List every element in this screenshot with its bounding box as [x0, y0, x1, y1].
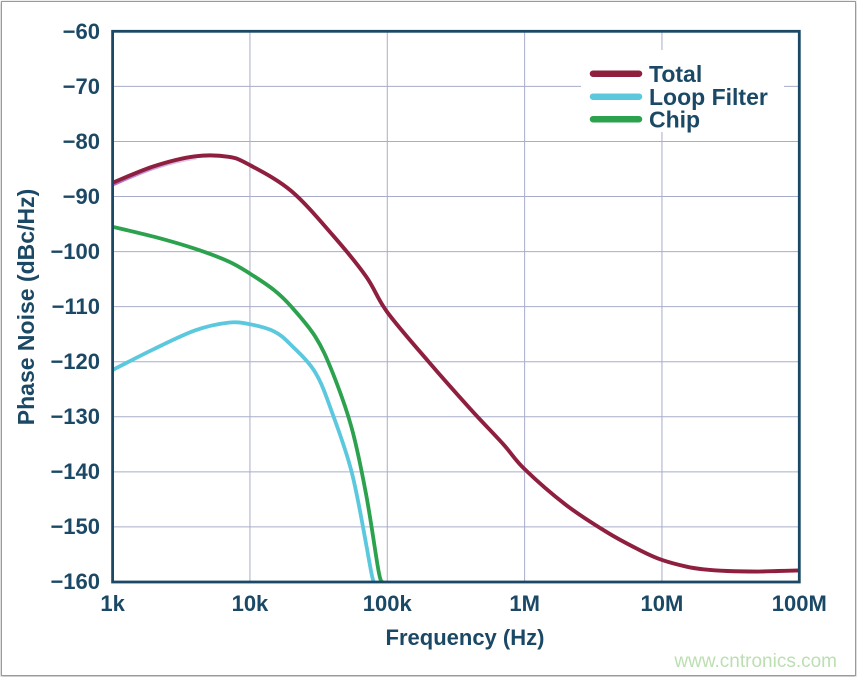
svg-text:−140: −140	[50, 459, 100, 484]
svg-text:−130: −130	[50, 404, 100, 429]
svg-text:10M: 10M	[641, 591, 684, 616]
svg-text:www.cntronics.com: www.cntronics.com	[673, 651, 837, 672]
svg-text:100k: 100k	[363, 591, 413, 616]
svg-text:−80: −80	[63, 129, 100, 154]
svg-text:1M: 1M	[509, 591, 540, 616]
svg-text:−150: −150	[50, 514, 100, 539]
svg-text:Chip: Chip	[649, 107, 700, 133]
svg-text:−60: −60	[63, 19, 100, 44]
svg-text:100M: 100M	[772, 591, 827, 616]
svg-text:Frequency (Hz): Frequency (Hz)	[386, 625, 545, 650]
svg-text:−100: −100	[50, 239, 100, 264]
svg-text:10k: 10k	[232, 591, 269, 616]
svg-text:−90: −90	[63, 184, 100, 209]
svg-text:−120: −120	[50, 349, 100, 374]
svg-text:−110: −110	[52, 294, 100, 319]
svg-text:−70: −70	[63, 74, 100, 99]
svg-text:1k: 1k	[100, 591, 125, 616]
svg-text:Phase Noise (dBc/Hz): Phase Noise (dBc/Hz)	[13, 189, 39, 425]
svg-text:−160: −160	[50, 569, 100, 594]
